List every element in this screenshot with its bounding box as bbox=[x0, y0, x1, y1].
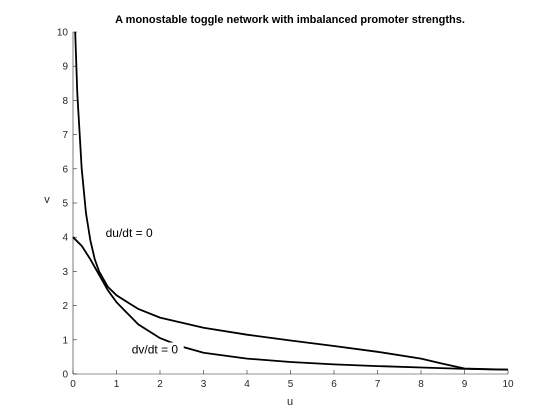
y-axis-label: v bbox=[44, 194, 50, 206]
y-tick-label: 3 bbox=[62, 267, 68, 278]
x-tick-label: 4 bbox=[244, 379, 250, 390]
x-tick-label: 10 bbox=[502, 379, 514, 390]
y-tick-label: 0 bbox=[62, 370, 68, 381]
y-tick-label: 2 bbox=[62, 301, 68, 312]
x-tick-label: 6 bbox=[331, 379, 337, 390]
x-tick-label: 3 bbox=[201, 379, 207, 390]
x-tick-label: 2 bbox=[157, 379, 163, 390]
x-axis-label: u bbox=[287, 396, 293, 408]
annotation-label: du/dt = 0 bbox=[106, 226, 153, 240]
x-tick-label: 0 bbox=[70, 379, 76, 390]
annotation-label: dv/dt = 0 bbox=[132, 342, 179, 356]
x-tick-label: 8 bbox=[418, 379, 424, 390]
plot-area: 0 1 2 3 4 5 6 7 8 9 10 0 1 2 3 4 5 6 7 8 9 10 du/dt = 0 dv/dt =… bbox=[57, 28, 514, 391]
series-line-du-dt bbox=[74, 31, 509, 371]
annotation-background bbox=[129, 342, 184, 357]
y-tick-label: 10 bbox=[57, 28, 69, 39]
chart-title: A monostable toggle network with imbalan… bbox=[115, 14, 465, 26]
x-tick-label: 5 bbox=[288, 379, 294, 390]
y-tick-label: 6 bbox=[62, 164, 68, 175]
x-tick-label: 9 bbox=[462, 379, 468, 390]
y-tick-label: 8 bbox=[62, 96, 68, 107]
y-tick-label: 5 bbox=[62, 199, 68, 210]
y-tick-label: 9 bbox=[62, 62, 68, 73]
y-tick-label: 1 bbox=[62, 335, 68, 346]
y-tick-label: 4 bbox=[62, 233, 68, 244]
y-tick-label: 7 bbox=[62, 130, 68, 141]
x-tick-label: 7 bbox=[375, 379, 381, 390]
x-tick-label: 1 bbox=[114, 379, 120, 390]
